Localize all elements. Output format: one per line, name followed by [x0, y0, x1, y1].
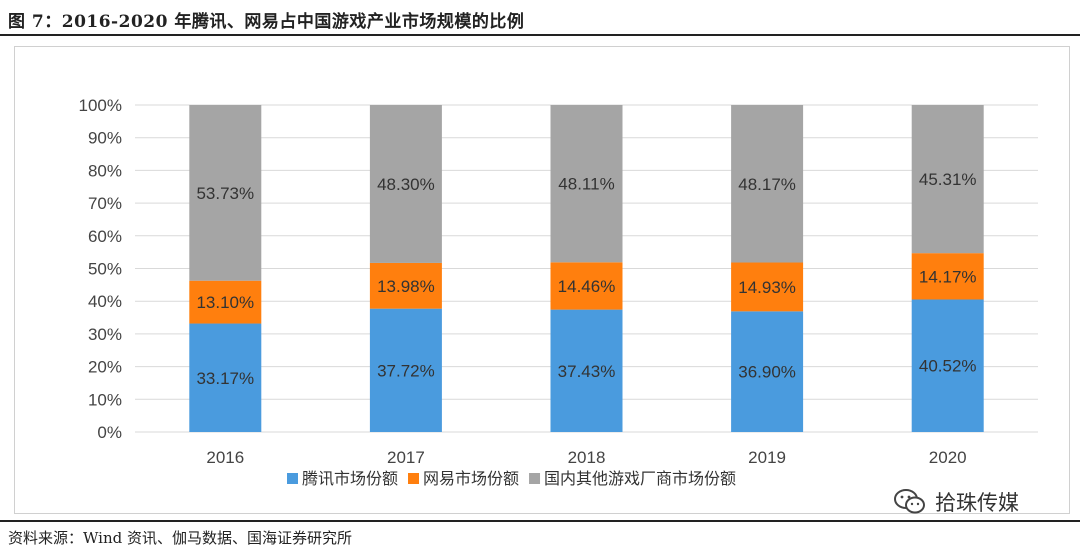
- legend-label: 网易市场份额: [423, 469, 519, 488]
- wechat-icon: [894, 489, 925, 514]
- y-tick-label: 40%: [88, 292, 122, 311]
- legend-label: 国内其他游戏厂商市场份额: [544, 469, 736, 488]
- x-tick-label: 2019: [748, 448, 786, 467]
- data-label: 40.52%: [919, 357, 977, 376]
- bar-segment: [911, 105, 984, 254]
- y-tick-label: 0%: [97, 423, 122, 442]
- bar-segment: [550, 105, 623, 263]
- y-tick-label: 70%: [88, 194, 122, 213]
- bar-segment: [911, 253, 984, 300]
- data-label: 36.90%: [738, 363, 796, 382]
- legend-swatch: [408, 473, 420, 484]
- y-tick-label: 60%: [88, 227, 122, 246]
- bar-segment: [189, 280, 262, 324]
- x-tick-label: 2017: [387, 448, 425, 467]
- watermark: 拾珠传媒: [893, 484, 1019, 520]
- x-tick-label: 2018: [568, 448, 606, 467]
- x-tick-label: 2020: [929, 448, 967, 467]
- data-label: 13.98%: [377, 277, 435, 296]
- title-bar: 图 7：2016-2020 年腾讯、网易占中国游戏产业市场规模的比例: [0, 0, 1080, 36]
- x-tick-label: 2016: [206, 448, 244, 467]
- y-tick-label: 90%: [88, 129, 122, 148]
- data-label: 48.30%: [377, 175, 435, 194]
- data-label: 33.17%: [196, 369, 254, 388]
- bar-segment: [189, 323, 262, 432]
- watermark-text: 拾珠传媒: [935, 491, 1019, 515]
- data-label: 14.46%: [558, 277, 616, 296]
- legend-swatch: [287, 473, 298, 484]
- source-note: 资料来源：Wind 资讯、伽马数据、国海证券研究所: [8, 529, 352, 547]
- legend-label: 腾讯市场份额: [302, 469, 398, 488]
- y-tick-label: 30%: [88, 325, 122, 344]
- y-tick-label: 20%: [88, 358, 122, 377]
- bar-segment: [369, 105, 442, 263]
- data-label: 37.72%: [377, 361, 435, 380]
- bar-segment: [911, 299, 984, 432]
- bar-segment: [189, 105, 262, 281]
- bar-segment: [369, 308, 442, 432]
- y-tick-label: 80%: [88, 161, 122, 180]
- data-label: 13.10%: [196, 293, 254, 312]
- y-tick-label: 50%: [88, 260, 122, 279]
- page-title: 图 7：2016-2020 年腾讯、网易占中国游戏产业市场规模的比例: [8, 12, 525, 32]
- chart-frame: [14, 46, 1070, 514]
- bar-segment: [369, 262, 442, 309]
- stacked-bar-chart: 0% 10% 20% 30% 40% 50% 60% 70% 80% 90% 100% 33.17% 1…: [79, 96, 1038, 488]
- data-label: 45.31%: [919, 170, 977, 189]
- data-label: 48.11%: [558, 175, 614, 194]
- data-label: 14.17%: [919, 267, 977, 286]
- bar-segment: [550, 262, 623, 310]
- legend-swatch: [529, 473, 541, 484]
- data-label: 37.43%: [558, 362, 616, 381]
- bar-segment: [550, 309, 623, 432]
- bar-segment: [731, 311, 804, 432]
- bar-segment: [731, 262, 804, 312]
- data-label: 53.73%: [196, 184, 254, 203]
- data-label: 48.17%: [738, 175, 796, 194]
- bar-segment: [731, 105, 804, 263]
- source-bar: 资料来源：Wind 资讯、伽马数据、国海证券研究所: [0, 520, 1080, 552]
- data-label: 14.93%: [738, 278, 796, 297]
- y-tick-label: 10%: [88, 390, 122, 409]
- y-tick-label: 100%: [79, 96, 122, 115]
